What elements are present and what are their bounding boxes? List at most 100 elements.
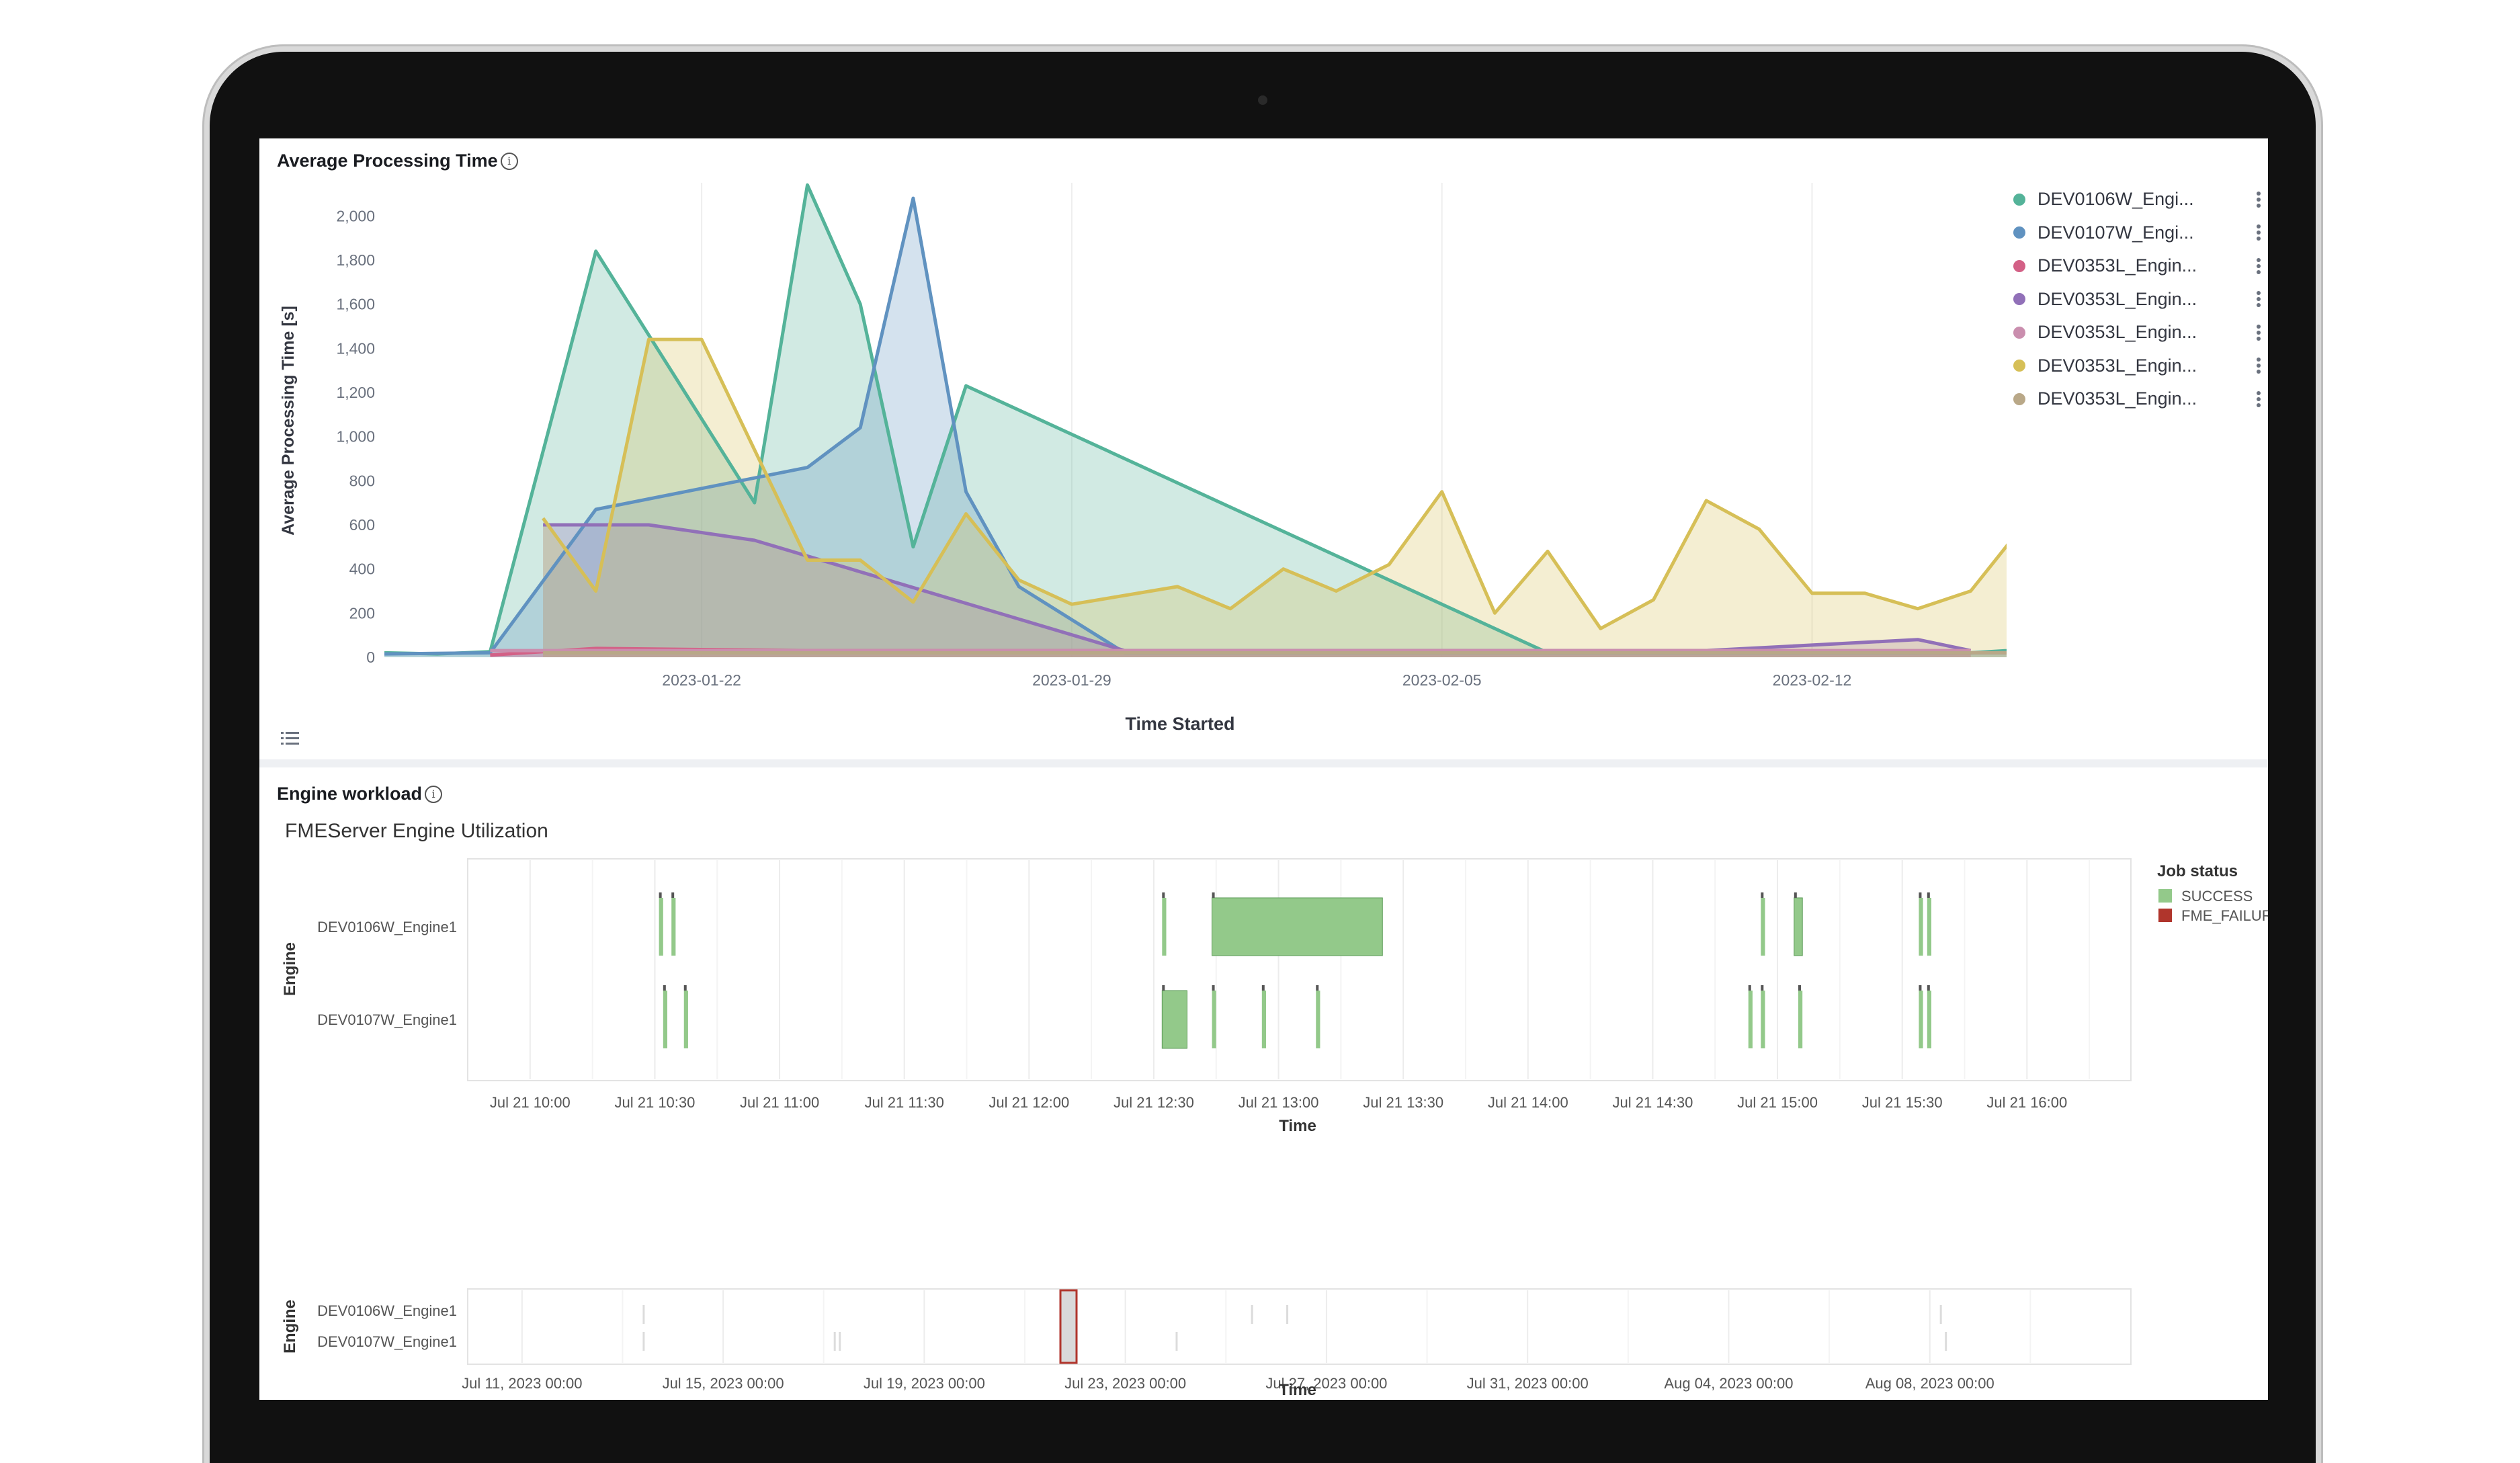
- legend-item[interactable]: DEV0353L_Engin...: [2013, 316, 2262, 349]
- camera-icon: [1258, 95, 1267, 105]
- job-bar[interactable]: [1761, 991, 1765, 1048]
- job-bar[interactable]: [1212, 991, 1216, 1048]
- overview-plot-area[interactable]: [467, 1288, 2132, 1365]
- overview-tick-label: Jul 27, 2023 00:00: [1265, 1375, 1387, 1392]
- series-area-1[interactable]: [384, 198, 2007, 657]
- info-icon[interactable]: i: [500, 152, 518, 170]
- engine-label-1: DEV0106W_Engine1: [317, 919, 457, 935]
- legend-label-success[interactable]: SUCCESS: [2181, 888, 2253, 905]
- overview-job-mark: [642, 1305, 645, 1324]
- legend-item[interactable]: DEV0353L_Engin...: [2013, 283, 2262, 317]
- main-plot-area[interactable]: [467, 858, 2132, 1081]
- legend-item[interactable]: DEV0107W_Engi...: [2013, 216, 2262, 250]
- job-bar[interactable]: [1798, 991, 1803, 1048]
- legend-color-dot: [2013, 392, 2025, 405]
- overview-job-mark: [833, 1332, 836, 1351]
- vertical-dots-icon[interactable]: [2255, 323, 2262, 343]
- job-bar[interactable]: [1161, 990, 1187, 1049]
- job-marker: [1919, 892, 1922, 898]
- job-marker: [1748, 985, 1751, 991]
- time-axis-label: Time: [1279, 1117, 1316, 1135]
- legend-item[interactable]: DEV0106W_Engi...: [2013, 183, 2262, 216]
- job-bar[interactable]: [1261, 991, 1266, 1048]
- vertical-dots-icon[interactable]: [2255, 289, 2262, 309]
- job-bar[interactable]: [1927, 991, 1931, 1048]
- legend-color-dot: [2013, 193, 2025, 206]
- panel-title-text: Average Processing Time: [277, 151, 498, 171]
- info-icon[interactable]: i: [425, 785, 443, 803]
- job-bar[interactable]: [1927, 898, 1931, 956]
- job-marker: [1162, 892, 1165, 898]
- legend-label-failure[interactable]: FME_FAILUR: [2181, 907, 2268, 924]
- job-bar[interactable]: [1748, 991, 1753, 1048]
- panel-title-engine-workload: Engine workload i: [277, 784, 443, 804]
- series-line-5[interactable]: [542, 337, 2007, 630]
- list-icon[interactable]: [280, 728, 301, 749]
- y-tick-label: 600: [349, 516, 375, 534]
- panel-title-text: Engine workload: [277, 784, 423, 804]
- job-bar[interactable]: [1316, 991, 1320, 1048]
- vertical-dots-icon[interactable]: [2255, 222, 2262, 243]
- job-marker: [663, 985, 666, 991]
- time-tick-label: Jul 21 13:00: [1238, 1094, 1319, 1111]
- y-tick-label: 1,200: [336, 384, 375, 401]
- job-bar[interactable]: [683, 991, 688, 1048]
- job-marker: [1261, 985, 1265, 991]
- job-bar[interactable]: [1919, 991, 1923, 1048]
- overview-brush-selection[interactable]: [1059, 1289, 1078, 1364]
- dashboard-screen: Average Processing Time i 0 200 400 600 800 1…: [259, 138, 2268, 1400]
- job-bar[interactable]: [671, 898, 676, 956]
- legend-label: DEV0353L_Engin...: [2038, 388, 2197, 409]
- job-marker: [1927, 985, 1930, 991]
- legend-color-dot: [2013, 259, 2025, 272]
- y-tick-label: 200: [349, 604, 375, 622]
- legend-color-dot: [2013, 293, 2025, 306]
- job-bar[interactable]: [1919, 898, 1923, 956]
- overview-time-axis-label: Time: [1279, 1381, 1316, 1399]
- job-marker: [659, 892, 662, 898]
- legend-item[interactable]: DEV0353L_Engin...: [2013, 349, 2262, 383]
- job-marker: [1927, 892, 1930, 898]
- y-tick-label: 400: [349, 560, 375, 578]
- overview-engine-label-1: DEV0106W_Engine1: [317, 1302, 457, 1319]
- x-tick-label: 2023-02-12: [1773, 671, 1852, 689]
- job-bar[interactable]: [663, 991, 667, 1048]
- engine-axis-label: Engine: [281, 942, 299, 996]
- time-tick-label: Jul 21 15:00: [1737, 1094, 1818, 1111]
- vertical-dots-icon[interactable]: [2255, 256, 2262, 276]
- time-tick-label: Jul 21 12:30: [1114, 1094, 1194, 1111]
- engine-utilization-chart: FMEServer Engine Utilization Jul 21 10:0…: [281, 820, 2268, 1399]
- y-tick-label: 0: [366, 649, 375, 666]
- legend-label: DEV0107W_Engi...: [2038, 222, 2194, 243]
- vertical-dots-icon[interactable]: [2255, 190, 2262, 210]
- legend-label: DEV0353L_Engin...: [2038, 355, 2197, 376]
- legend-item[interactable]: DEV0353L_Engin...: [2013, 382, 2262, 416]
- time-tick-label: Jul 21 14:30: [1613, 1094, 1693, 1111]
- job-bar[interactable]: [1761, 898, 1765, 956]
- engine-label-2: DEV0107W_Engine1: [317, 1011, 457, 1028]
- legend-color-dot: [2013, 226, 2025, 239]
- legend-swatch-success: [2158, 889, 2172, 903]
- legend-label: DEV0106W_Engi...: [2038, 189, 2194, 210]
- time-tick-label: Jul 21 14:00: [1488, 1094, 1568, 1111]
- series-area-0[interactable]: [384, 185, 2007, 657]
- overview-tick-label: Jul 23, 2023 00:00: [1064, 1375, 1186, 1392]
- legend-item[interactable]: DEV0353L_Engin...: [2013, 249, 2262, 283]
- job-bar[interactable]: [659, 898, 663, 956]
- overview-job-mark: [1175, 1332, 1178, 1351]
- legend-label: DEV0353L_Engin...: [2038, 255, 2197, 276]
- series-area-3[interactable]: [543, 525, 1971, 657]
- overview-job-mark: [1945, 1332, 1947, 1351]
- job-marker: [1919, 985, 1922, 991]
- overview-tick-label: Jul 11, 2023 00:00: [462, 1375, 582, 1392]
- processing-time-chart: 0 200 400 600 800 1,000 1,200 1,400 1,600 1,800 2,…: [279, 183, 2007, 734]
- job-bar[interactable]: [1212, 897, 1383, 956]
- job-bar[interactable]: [1794, 897, 1803, 956]
- series-area-5[interactable]: [543, 339, 2007, 657]
- series-line-1[interactable]: [384, 196, 2007, 656]
- vertical-dots-icon[interactable]: [2255, 389, 2262, 409]
- job-marker: [1761, 985, 1764, 991]
- overview-engine-axis-label: Engine: [281, 1300, 299, 1353]
- job-bar[interactable]: [1162, 898, 1167, 956]
- vertical-dots-icon[interactable]: [2255, 356, 2262, 376]
